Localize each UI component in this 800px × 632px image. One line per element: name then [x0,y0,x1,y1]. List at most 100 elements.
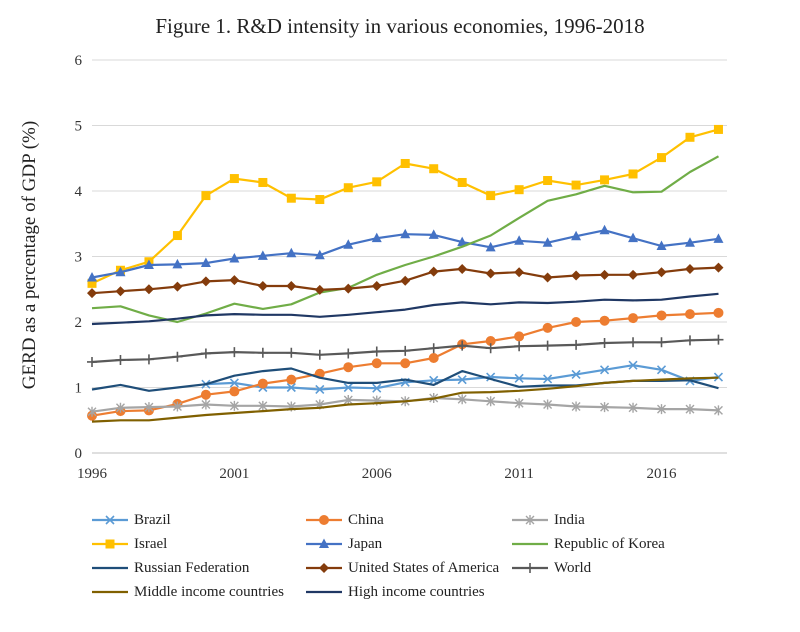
data-point-india [600,402,610,413]
data-point-japan [87,271,97,282]
data-point-united-states-of-america [485,268,496,279]
data-point-israel [628,169,638,179]
data-point-israel [372,177,382,187]
series-line-israel [91,128,719,285]
data-point-brazil [372,383,382,393]
series-high-income-countries [91,292,719,326]
data-point-israel [343,183,353,193]
axes: 0 1 2 3 4 5 6 1996 2001 2006 2011 2016 [75,53,727,482]
data-point-japan [400,228,411,239]
data-point-israel [201,191,211,201]
data-point-japan [599,224,610,235]
data-point-japan [656,240,667,251]
data-point-world [514,341,525,352]
y-tick-label: 1 [75,381,83,397]
data-point-brazil [514,373,524,383]
series-united-states-of-america [87,262,724,299]
data-point-world [684,335,695,346]
data-point-united-states-of-america [457,263,468,274]
data-point-world [200,348,211,359]
data-point-united-states-of-america [400,275,411,286]
data-point-world [571,339,582,350]
data-point-israel [315,195,325,205]
data-point-world [343,348,354,359]
data-point-japan [485,241,496,252]
data-point-india [486,396,496,407]
x-tick-label: 2011 [504,466,533,482]
y-tick-label: 5 [75,119,83,135]
data-point-india [201,399,211,410]
data-point-world [229,347,240,358]
series-china [87,307,724,421]
data-point-united-states-of-america [713,262,724,273]
data-point-india [172,401,182,412]
series-line-middle-income-countries [91,376,719,423]
data-point-japan [286,247,297,258]
data-point-united-states-of-america [200,276,211,287]
data-point-brazil [343,382,353,393]
data-point-brazil [543,374,553,384]
data-point-japan [143,259,154,270]
data-point-india [457,394,467,405]
data-point-united-states-of-america [428,266,439,277]
data-point-israel [657,153,667,163]
series-israel [87,124,723,288]
data-point-india [258,400,268,411]
data-point-world [115,354,126,365]
series-brazil [201,360,724,395]
y-tick-label: 0 [75,446,83,462]
x-tick-label: 2001 [219,466,249,482]
data-point-israel [258,177,268,187]
data-point-brazil [315,384,325,395]
data-point-israel [400,158,410,168]
data-point-world [656,337,667,348]
data-point-japan [428,229,439,239]
data-point-world [172,351,183,362]
data-point-world [257,347,268,358]
data-point-brazil [457,375,467,385]
data-point-india [543,399,553,410]
data-point-china [571,317,582,327]
data-point-japan [115,266,126,277]
data-point-japan [684,237,695,247]
data-point-china [656,310,667,321]
series-line-republic-of-korea [91,155,720,324]
data-point-world [143,354,154,365]
data-point-china [371,358,382,369]
data-point-israel [429,164,439,174]
data-point-japan [571,230,582,241]
data-point-world [457,340,468,351]
y-tick-label: 2 [75,315,83,331]
series-india [87,392,723,417]
data-point-japan [713,233,724,243]
data-point-india [657,404,667,415]
data-point-united-states-of-america [343,283,354,294]
gridlines [92,59,727,388]
data-point-india [713,405,723,416]
data-point-israel [543,176,553,186]
data-point-japan [172,258,183,269]
data-point-china [514,331,525,342]
data-point-united-states-of-america [115,286,126,297]
data-point-united-states-of-america [514,267,525,278]
data-point-world [428,343,439,354]
data-point-india [87,406,97,417]
data-point-world [87,356,97,367]
data-point-japan [542,237,553,247]
data-point-world [314,349,325,360]
data-point-japan [314,249,325,260]
data-point-world [542,340,553,351]
data-point-united-states-of-america [542,272,553,283]
data-point-united-states-of-america [229,275,240,286]
data-point-india [514,398,524,409]
series-world [87,334,724,367]
series-middle-income-countries [91,376,719,423]
series-line-high-income-countries [91,292,719,326]
data-point-world [713,334,724,345]
data-point-china [428,353,439,364]
data-point-brazil [229,378,239,388]
data-point-united-states-of-america [286,280,297,291]
data-point-united-states-of-america [371,280,382,291]
data-point-brazil [656,365,667,375]
data-point-india [115,402,125,413]
